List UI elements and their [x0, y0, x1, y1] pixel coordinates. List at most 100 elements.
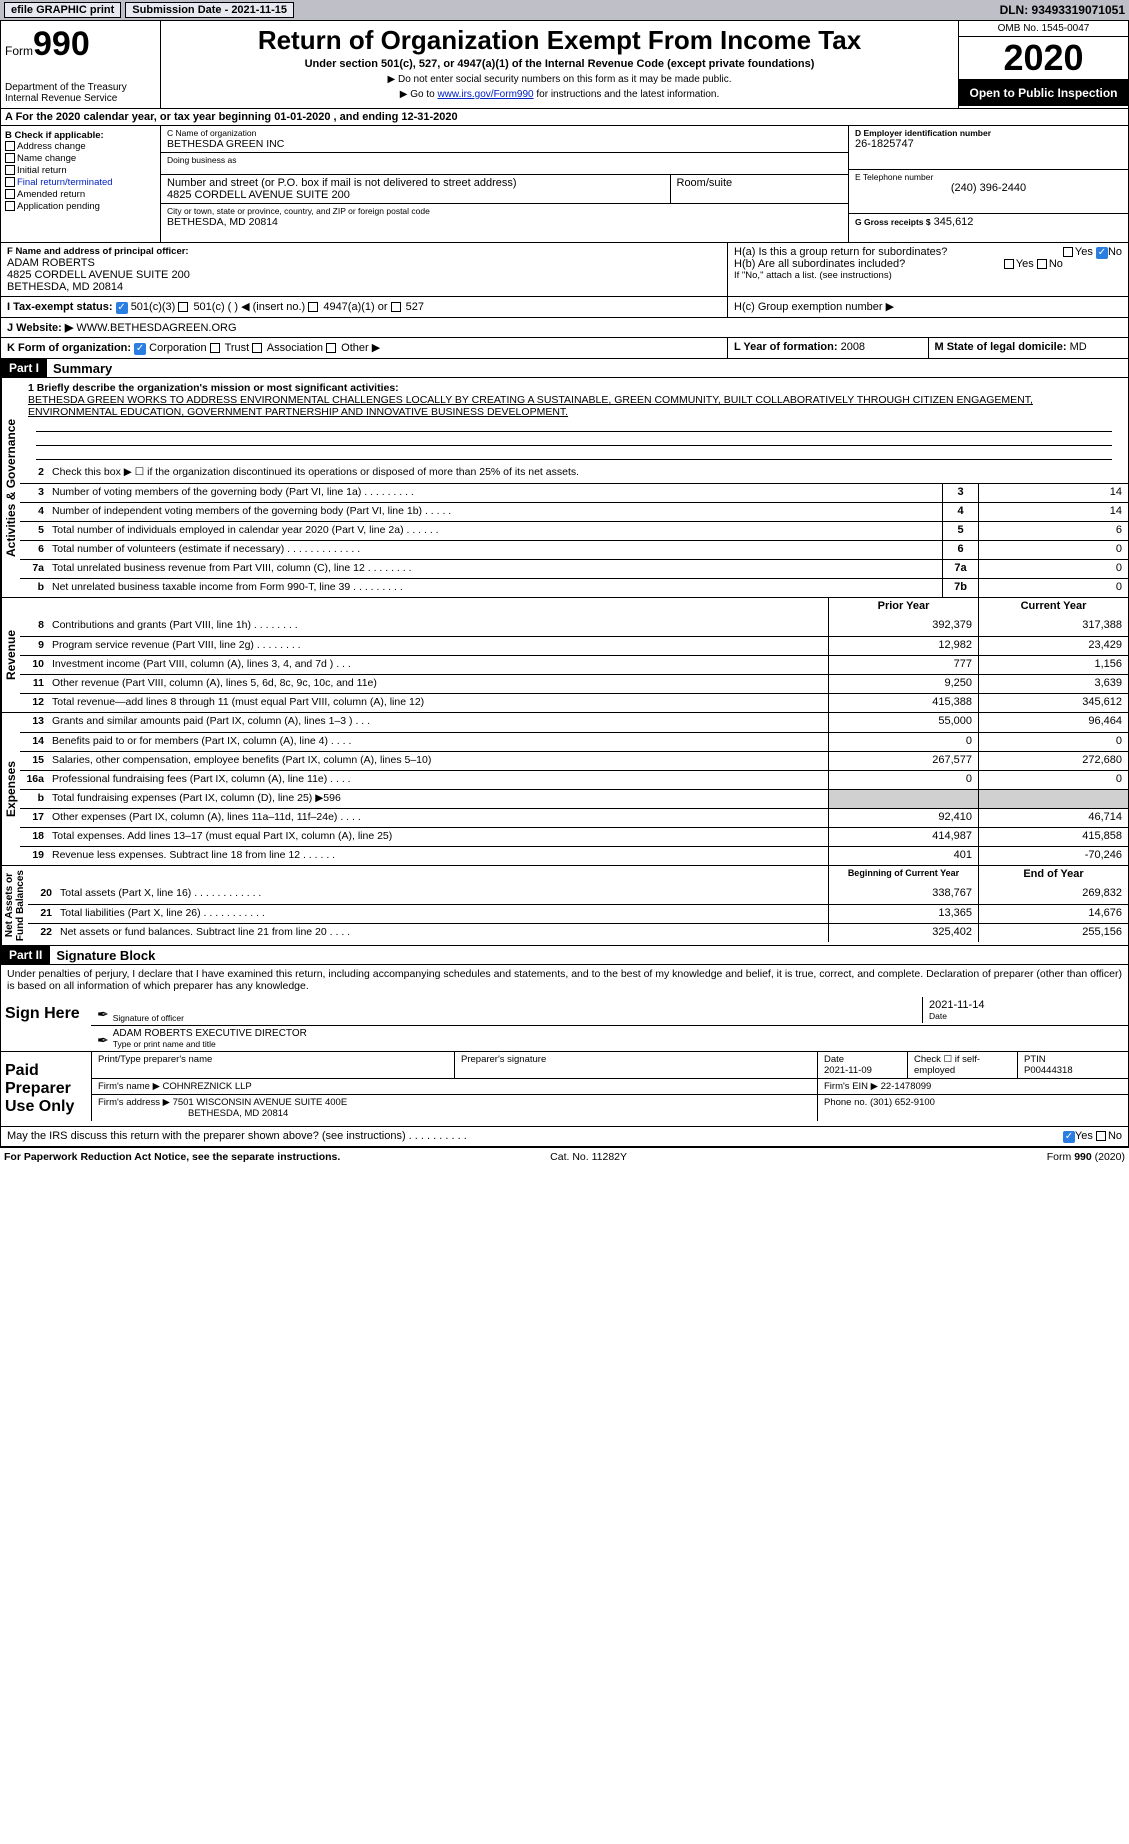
- irs-link[interactable]: www.irs.gov/Form990: [437, 89, 533, 100]
- period-line: A For the 2020 calendar year, or tax yea…: [1, 109, 1128, 126]
- data-row: 12Total revenue—add lines 8 through 11 (…: [20, 693, 1128, 712]
- chk-application-pending[interactable]: Application pending: [5, 201, 156, 212]
- data-row: 8Contributions and grants (Part VIII, li…: [20, 617, 1128, 636]
- firm-addr2: BETHESDA, MD 20814: [188, 1108, 288, 1119]
- data-row: 9Program service revenue (Part VIII, lin…: [20, 636, 1128, 655]
- part1-header: Part ISummary: [0, 359, 1129, 378]
- chk-501c[interactable]: [178, 302, 188, 312]
- box-h: H(a) Is this a group return for subordin…: [728, 243, 1128, 296]
- chk-initial-return[interactable]: Initial return: [5, 165, 156, 176]
- part2-header: Part IISignature Block: [0, 946, 1129, 965]
- officer-addr1: 4825 CORDELL AVENUE SUITE 200: [7, 269, 721, 281]
- gov-row: bNet unrelated business taxable income f…: [20, 578, 1128, 597]
- data-row: bTotal fundraising expenses (Part IX, co…: [20, 789, 1128, 808]
- org-name: BETHESDA GREEN INC: [167, 138, 842, 150]
- chk-501c3[interactable]: ✓: [116, 302, 128, 314]
- vlabel-rev: Revenue: [1, 598, 20, 712]
- data-row: 18Total expenses. Add lines 13–17 (must …: [20, 827, 1128, 846]
- open-to-public: Open to Public Inspection: [959, 80, 1128, 106]
- activities-governance: Activities & Governance 1 Briefly descri…: [0, 378, 1129, 598]
- box-k: K Form of organization: ✓ Corporation Tr…: [1, 338, 728, 358]
- chk-assoc[interactable]: [252, 343, 262, 353]
- website: WWW.BETHESDAGREEN.ORG: [76, 322, 236, 334]
- gov-row: 2Check this box ▶ ☐ if the organization …: [20, 464, 1128, 483]
- expenses-block: Expenses 13Grants and similar amounts pa…: [0, 713, 1129, 866]
- chk-final-return[interactable]: Final return/terminated: [5, 177, 156, 188]
- chk-address-change[interactable]: Address change: [5, 141, 156, 152]
- note-goto: ▶ Go to www.irs.gov/Form990 for instruct…: [165, 89, 954, 100]
- gov-row: 6Total number of volunteers (estimate if…: [20, 540, 1128, 559]
- omb-number: OMB No. 1545-0047: [959, 21, 1128, 37]
- data-row: 17Other expenses (Part IX, column (A), l…: [20, 808, 1128, 827]
- box-l: L Year of formation: 2008: [728, 338, 929, 358]
- data-row: 10Investment income (Part VIII, column (…: [20, 655, 1128, 674]
- data-row: 13Grants and similar amounts paid (Part …: [20, 713, 1128, 732]
- paid-preparer-label: Paid Preparer Use Only: [1, 1052, 91, 1126]
- penalty-statement: Under penalties of perjury, I declare th…: [0, 965, 1129, 995]
- footer: For Paperwork Reduction Act Notice, see …: [0, 1147, 1129, 1166]
- na-header-row: Beginning of Current Year End of Year: [28, 866, 1128, 885]
- efile-print-button[interactable]: efile GRAPHIC print: [4, 2, 121, 18]
- vlabel-gov: Activities & Governance: [1, 378, 20, 597]
- form-word: Form: [5, 44, 33, 58]
- form-title: Return of Organization Exempt From Incom…: [165, 25, 954, 56]
- col-header-row: Prior Year Current Year: [20, 598, 1128, 617]
- vlabel-na: Net Assets or Fund Balances: [1, 866, 28, 945]
- data-row: 19Revenue less expenses. Subtract line 1…: [20, 846, 1128, 865]
- data-row: 16aProfessional fundraising fees (Part I…: [20, 770, 1128, 789]
- box-b: B Check if applicable: Address change Na…: [1, 126, 161, 242]
- officer-name: ADAM ROBERTS: [7, 257, 721, 269]
- firm-phone: (301) 652-9100: [870, 1097, 935, 1108]
- box-i: I Tax-exempt status: ✓ 501(c)(3) 501(c) …: [1, 297, 728, 317]
- discuss-yes[interactable]: ✓: [1063, 1131, 1075, 1143]
- sign-here-label: Sign Here: [1, 995, 91, 1051]
- revenue-block: Revenue Prior Year Current Year 8Contrib…: [0, 598, 1129, 713]
- top-bar: efile GRAPHIC print Submission Date - 20…: [0, 0, 1129, 20]
- tax-year: 2020: [959, 37, 1128, 80]
- firm-ein: 22-1478099: [881, 1081, 932, 1092]
- box-f: F Name and address of principal officer:…: [1, 243, 728, 296]
- gov-row: 3Number of voting members of the governi…: [20, 483, 1128, 502]
- box-right: D Employer identification number26-18257…: [848, 126, 1128, 242]
- department: Department of the Treasury Internal Reve…: [5, 82, 156, 104]
- box-m: M State of legal domicile: MD: [929, 338, 1129, 358]
- chk-name-change[interactable]: Name change: [5, 153, 156, 164]
- data-row: 11Other revenue (Part VIII, column (A), …: [20, 674, 1128, 693]
- data-row: 14Benefits paid to or for members (Part …: [20, 732, 1128, 751]
- chk-amended[interactable]: Amended return: [5, 189, 156, 200]
- firm-addr1: 7501 WISCONSIN AVENUE SUITE 400E: [173, 1097, 348, 1108]
- box-j: J Website: ▶ WWW.BETHESDAGREEN.ORG: [1, 318, 1128, 337]
- ein: 26-1825747: [855, 138, 1122, 150]
- box-hc: H(c) Group exemption number ▶: [728, 297, 1128, 317]
- submission-date: Submission Date - 2021-11-15: [125, 2, 294, 18]
- mission-block: 1 Briefly describe the organization's mi…: [20, 378, 1128, 464]
- gov-row: 5Total number of individuals employed in…: [20, 521, 1128, 540]
- form-subtitle: Under section 501(c), 527, or 4947(a)(1)…: [165, 58, 954, 70]
- chk-4947[interactable]: [308, 302, 318, 312]
- form-header: Form990 Department of the Treasury Inter…: [0, 20, 1129, 109]
- pen-icon: ✒: [97, 1032, 109, 1049]
- net-assets-block: Net Assets or Fund Balances Beginning of…: [0, 866, 1129, 946]
- officer-signed-name: ADAM ROBERTS EXECUTIVE DIRECTOR: [113, 1028, 1122, 1039]
- chk-trust[interactable]: [210, 343, 220, 353]
- gov-row: 4Number of independent voting members of…: [20, 502, 1128, 521]
- preparer-date: 2021-11-09: [824, 1065, 872, 1076]
- chk-527[interactable]: [391, 302, 401, 312]
- signature-block: Sign Here ✒ Signature of officer 2021-11…: [0, 995, 1129, 1127]
- sign-date: 2021-11-14: [929, 999, 1116, 1011]
- chk-other[interactable]: [326, 343, 336, 353]
- city-state-zip: BETHESDA, MD 20814: [167, 216, 842, 228]
- data-row: 15Salaries, other compensation, employee…: [20, 751, 1128, 770]
- discuss-no[interactable]: [1096, 1131, 1106, 1141]
- gross-receipts: 345,612: [934, 216, 974, 228]
- note-ssn: ▶ Do not enter social security numbers o…: [165, 74, 954, 85]
- dln: DLN: 93493319071051: [1000, 3, 1125, 17]
- identity-block: A For the 2020 calendar year, or tax yea…: [0, 109, 1129, 359]
- street-address: 4825 CORDELL AVENUE SUITE 200: [167, 189, 664, 201]
- gov-row: 7aTotal unrelated business revenue from …: [20, 559, 1128, 578]
- chk-corp[interactable]: ✓: [134, 343, 146, 355]
- firm-name: COHNREZNICK LLP: [163, 1081, 252, 1092]
- discuss-row: May the IRS discuss this return with the…: [0, 1127, 1129, 1147]
- vlabel-exp: Expenses: [1, 713, 20, 865]
- phone: (240) 396-2440: [855, 182, 1122, 194]
